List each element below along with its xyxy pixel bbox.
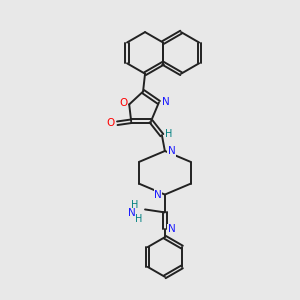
Text: O: O [119, 98, 128, 108]
Text: H: H [165, 129, 172, 139]
Text: N: N [162, 98, 170, 107]
Text: O: O [106, 118, 115, 128]
Text: N: N [168, 224, 176, 234]
Text: H: H [131, 200, 139, 211]
Text: N: N [168, 146, 176, 156]
Text: N: N [154, 190, 162, 200]
Text: H: H [135, 214, 143, 224]
Text: N: N [128, 208, 136, 218]
